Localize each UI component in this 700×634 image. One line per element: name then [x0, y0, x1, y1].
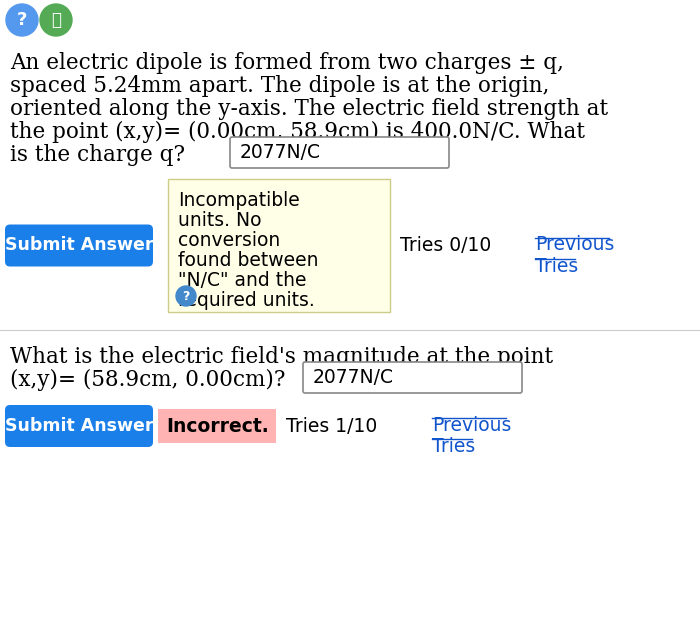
Text: (x,y)= (58.9cm, 0.00cm)?: (x,y)= (58.9cm, 0.00cm)? [10, 369, 286, 391]
Text: units. No: units. No [178, 211, 262, 230]
Text: Tries 1/10: Tries 1/10 [286, 417, 377, 436]
Text: Submit Answer: Submit Answer [5, 236, 153, 254]
Text: ?: ? [17, 11, 27, 29]
Text: What is the electric field's magnitude at the point: What is the electric field's magnitude a… [10, 346, 553, 368]
FancyBboxPatch shape [303, 362, 522, 393]
Text: Tries: Tries [535, 257, 578, 276]
FancyBboxPatch shape [5, 405, 153, 447]
FancyBboxPatch shape [230, 137, 449, 168]
Text: 2077N/C: 2077N/C [313, 368, 394, 387]
Circle shape [40, 4, 72, 36]
Text: conversion: conversion [178, 231, 280, 250]
Text: required units.: required units. [178, 291, 315, 310]
Circle shape [6, 4, 38, 36]
FancyBboxPatch shape [158, 409, 276, 443]
Text: 2077N/C: 2077N/C [240, 143, 321, 162]
Text: 👍: 👍 [51, 11, 61, 29]
FancyBboxPatch shape [168, 179, 390, 312]
Text: oriented along the y-axis. The electric field strength at: oriented along the y-axis. The electric … [10, 98, 608, 120]
Text: Incorrect.: Incorrect. [166, 417, 269, 436]
Text: the point (x,y)= (0.00cm, 58.9cm) is 400.0N/C. What: the point (x,y)= (0.00cm, 58.9cm) is 400… [10, 121, 585, 143]
Text: An electric dipole is formed from two charges ± q,: An electric dipole is formed from two ch… [10, 52, 564, 74]
Text: Tries: Tries [432, 437, 475, 456]
FancyBboxPatch shape [5, 224, 153, 266]
Text: "N/C" and the: "N/C" and the [178, 271, 307, 290]
Text: Incompatible: Incompatible [178, 191, 300, 210]
Text: Previous: Previous [432, 416, 512, 435]
Text: Previous: Previous [535, 235, 615, 254]
Text: ?: ? [182, 290, 190, 302]
Text: Tries 0/10: Tries 0/10 [400, 236, 491, 255]
Text: Submit Answer: Submit Answer [5, 417, 153, 435]
Text: spaced 5.24mm apart. The dipole is at the origin,: spaced 5.24mm apart. The dipole is at th… [10, 75, 550, 97]
Circle shape [176, 286, 196, 306]
Text: found between: found between [178, 251, 318, 270]
Text: is the charge q?: is the charge q? [10, 144, 185, 166]
